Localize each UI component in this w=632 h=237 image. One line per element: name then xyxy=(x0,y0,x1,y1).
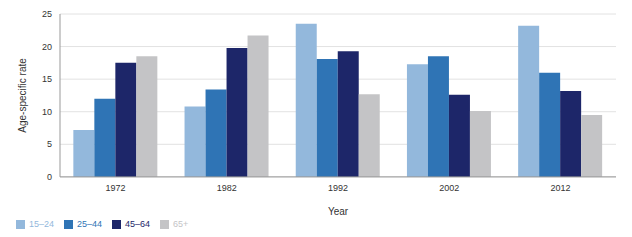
html-text:45–64: 45–64 xyxy=(125,218,151,229)
svg-text:0: 0 xyxy=(47,172,52,182)
svg-text:Year: Year xyxy=(328,206,349,217)
svg-text:25: 25 xyxy=(42,9,52,19)
svg-text:10: 10 xyxy=(42,107,52,117)
html-text:65+: 65+ xyxy=(173,218,189,229)
svg-text:20: 20 xyxy=(42,42,52,52)
svg-text:1972: 1972 xyxy=(106,183,126,193)
svg-text:2012: 2012 xyxy=(550,183,570,193)
svg-text:5: 5 xyxy=(47,139,52,149)
svg-text:2002: 2002 xyxy=(439,183,459,193)
svg-text:1982: 1982 xyxy=(217,183,237,193)
html-text:15–24: 15–24 xyxy=(29,218,54,229)
svg-text:Age-specific rate: Age-specific rate xyxy=(17,58,28,133)
svg-text:15: 15 xyxy=(42,74,52,84)
html-text:25–44: 25–44 xyxy=(77,218,103,229)
svg-text:1992: 1992 xyxy=(328,183,348,193)
